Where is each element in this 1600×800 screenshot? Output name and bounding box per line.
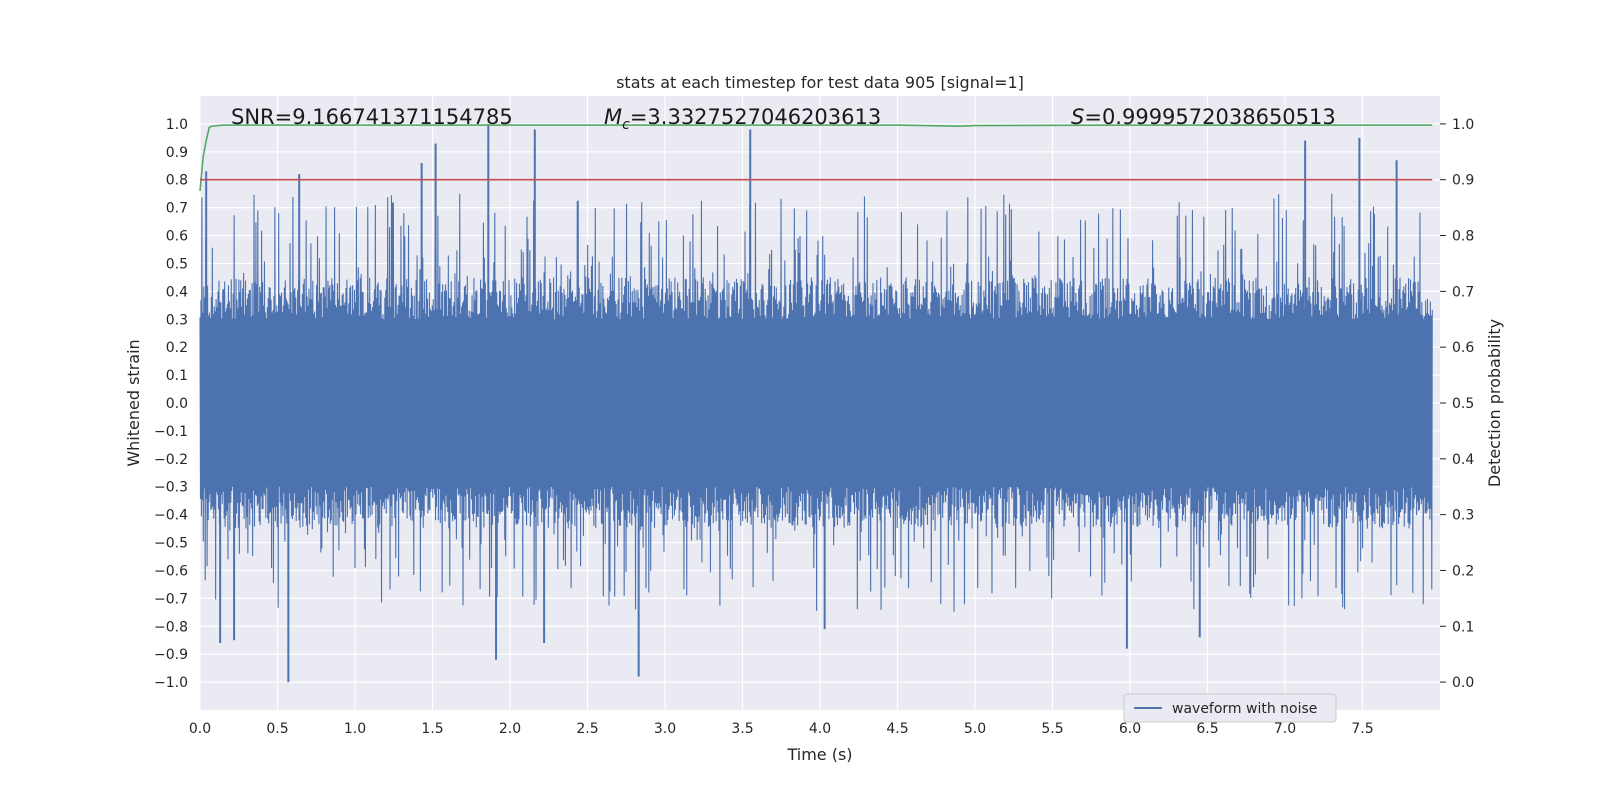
y-right-tick-label-10: 0.0 bbox=[1452, 675, 1474, 691]
y-left-tick-label-19: −0.9 bbox=[154, 647, 188, 663]
x-tick-label-14: 7.0 bbox=[1274, 721, 1296, 737]
y-left-tick-label-4: 0.6 bbox=[166, 229, 188, 245]
y-right-tick-label-4: 0.6 bbox=[1452, 340, 1474, 356]
y-right-tick-label-1: 0.9 bbox=[1452, 173, 1474, 189]
x-tick-label-8: 4.0 bbox=[809, 721, 831, 737]
snr-annotation: SNR=9.166741371154785 bbox=[231, 105, 513, 129]
y-left-tick-label-10: 0.0 bbox=[166, 396, 188, 412]
y-left-tick-label-17: −0.7 bbox=[154, 591, 188, 607]
y-right-tick-label-9: 0.1 bbox=[1452, 619, 1474, 635]
y-right-tick-label-3: 0.7 bbox=[1452, 284, 1474, 300]
y-left-axis-label: Whitened strain bbox=[124, 339, 143, 466]
y-left-tick-label-15: −0.5 bbox=[154, 536, 188, 552]
x-tick-label-0: 0.0 bbox=[189, 721, 211, 737]
y-right-tick-label-8: 0.2 bbox=[1452, 563, 1474, 579]
chirp-mass-annotation: Mc=3.3327527046203613 bbox=[604, 105, 881, 133]
x-tick-label-10: 5.0 bbox=[964, 721, 986, 737]
y-right-axis-label: Detection probability bbox=[1485, 319, 1504, 487]
y-left-tick-label-3: 0.7 bbox=[166, 201, 188, 217]
x-axis-ticks: 0.0 0.5 1.0 1.5 2.0 2.5 3.0 3.5 4.0 4.5 5.0 5.5 6.0 6… bbox=[189, 721, 1374, 737]
y-right-tick-label-7: 0.3 bbox=[1452, 508, 1474, 524]
y-left-axis-ticks: 1.0 0.9 0.8 0.7 0.6 0.5 0.4 0.3 0.2 0.1 0.0 −0.1 −0.… bbox=[154, 117, 188, 691]
y-left-tick-label-6: 0.4 bbox=[166, 284, 188, 300]
x-tick-label-6: 3.0 bbox=[654, 721, 676, 737]
y-left-tick-label-14: −0.4 bbox=[154, 508, 188, 524]
y-left-tick-label-9: 0.1 bbox=[166, 368, 188, 384]
chart-title: stats at each timestep for test data 905… bbox=[616, 73, 1024, 92]
x-tick-label-12: 6.0 bbox=[1119, 721, 1141, 737]
x-tick-label-13: 6.5 bbox=[1196, 721, 1218, 737]
y-left-tick-label-7: 0.3 bbox=[166, 312, 188, 328]
x-tick-label-2: 1.0 bbox=[344, 721, 366, 737]
x-tick-label-11: 5.5 bbox=[1041, 721, 1063, 737]
x-tick-label-7: 3.5 bbox=[731, 721, 753, 737]
y-left-tick-label-5: 0.5 bbox=[166, 256, 188, 272]
x-tick-label-4: 2.0 bbox=[499, 721, 521, 737]
x-tick-label-1: 0.5 bbox=[266, 721, 288, 737]
legend-label-waveform: waveform with noise bbox=[1172, 701, 1317, 717]
y-left-tick-label-1: 0.9 bbox=[166, 145, 188, 161]
probability-line bbox=[199, 124, 1433, 191]
x-tick-label-3: 1.5 bbox=[421, 721, 443, 737]
chirp-mass-value: =3.3327527046203613 bbox=[630, 105, 881, 129]
waveform-series bbox=[199, 123, 1433, 683]
y-left-tick-label-20: −1.0 bbox=[154, 675, 188, 691]
y-left-tick-label-12: −0.2 bbox=[154, 452, 188, 468]
chirp-mass-symbol: M bbox=[604, 105, 622, 129]
y-left-tick-label-8: 0.2 bbox=[166, 340, 188, 356]
y-left-tick-label-11: −0.1 bbox=[154, 424, 188, 440]
y-left-tick-label-2: 0.8 bbox=[166, 173, 188, 189]
y-left-tick-label-16: −0.6 bbox=[154, 563, 188, 579]
x-tick-label-9: 4.5 bbox=[886, 721, 908, 737]
detection-stat-annotation: S=0.9999572038650513 bbox=[1071, 105, 1336, 129]
y-left-tick-label-13: −0.3 bbox=[154, 480, 188, 496]
detection-stat-value: =0.9999572038650513 bbox=[1084, 105, 1335, 129]
legend-box bbox=[1123, 693, 1337, 723]
y-right-tick-label-5: 0.5 bbox=[1452, 396, 1474, 412]
x-tick-label-15: 7.5 bbox=[1351, 721, 1373, 737]
x-tick-label-5: 2.5 bbox=[576, 721, 598, 737]
y-right-tick-label-6: 0.4 bbox=[1452, 452, 1474, 468]
y-left-tick-label-18: −0.8 bbox=[154, 619, 188, 635]
x-axis-label: Time (s) bbox=[786, 745, 852, 764]
y-right-tick-label-2: 0.8 bbox=[1452, 229, 1474, 245]
chirp-mass-subscript: c bbox=[622, 117, 630, 133]
probability-series bbox=[199, 124, 1433, 191]
legend: waveform with noise bbox=[1123, 693, 1337, 723]
y-right-tick-label-0: 1.0 bbox=[1452, 117, 1474, 133]
y-right-axis-ticks: 1.0 0.9 0.8 0.7 0.6 0.5 0.4 0.3 0.2 0.1 0.0 bbox=[1440, 117, 1474, 691]
detection-stat-symbol: S bbox=[1071, 105, 1084, 129]
waveform-core-band bbox=[200, 319, 1433, 487]
y-left-tick-label-0: 1.0 bbox=[166, 117, 188, 133]
